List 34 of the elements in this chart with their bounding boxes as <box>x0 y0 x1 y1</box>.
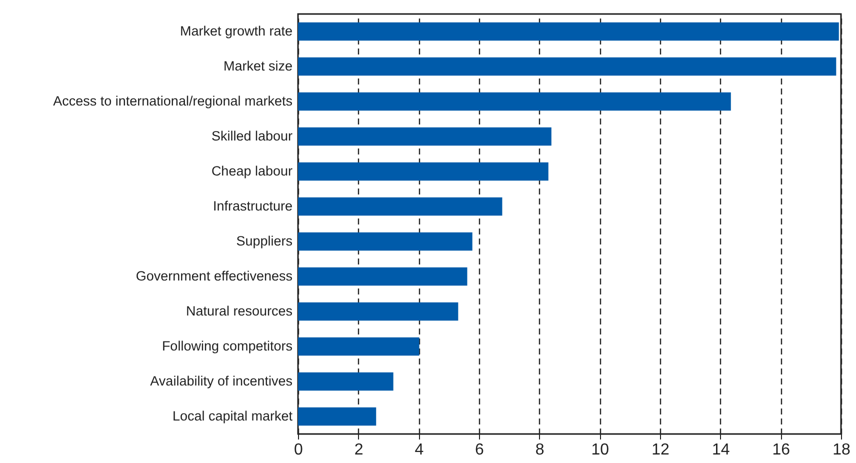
x-tick-label: 2 <box>354 442 364 458</box>
y-tick-label: Access to international/regional markets <box>53 94 293 108</box>
bar <box>298 162 548 181</box>
y-tick-label: Following competitors <box>162 338 293 354</box>
bar <box>298 372 394 391</box>
y-tick-label: Availability of incentives <box>150 374 293 388</box>
x-tick-label: 14 <box>712 442 730 458</box>
x-tick-label: 4 <box>414 442 424 458</box>
y-tick-label: Natural resources <box>186 304 293 318</box>
x-tick-label: 16 <box>772 442 790 458</box>
y-tick-label: Cheap labour <box>211 164 293 178</box>
x-tick-label: 18 <box>832 442 850 458</box>
x-tick-label: 6 <box>475 442 484 458</box>
y-tick-label: Market size <box>223 58 292 74</box>
y-tick-label: Market growth rate <box>180 24 292 38</box>
bar <box>298 92 731 111</box>
bar <box>298 302 458 321</box>
x-tick-label: 12 <box>652 442 670 458</box>
x-tick-label: 10 <box>591 442 610 458</box>
y-tick-label: Government effectiveness <box>136 268 293 284</box>
y-tick-label: Suppliers <box>236 234 293 248</box>
bar <box>298 232 472 251</box>
bar <box>298 267 468 286</box>
bar <box>298 197 502 216</box>
bar <box>298 407 376 426</box>
x-tick-label: 0 <box>294 442 304 458</box>
y-tick-label: Local capital market <box>172 408 293 424</box>
bar <box>298 22 839 41</box>
bar <box>298 127 552 146</box>
y-tick-label: Skilled labour <box>211 128 294 144</box>
bar <box>298 57 836 76</box>
y-tick-label: Infrastructure <box>212 198 292 214</box>
x-tick-label: 8 <box>535 442 544 458</box>
bar <box>298 337 420 356</box>
